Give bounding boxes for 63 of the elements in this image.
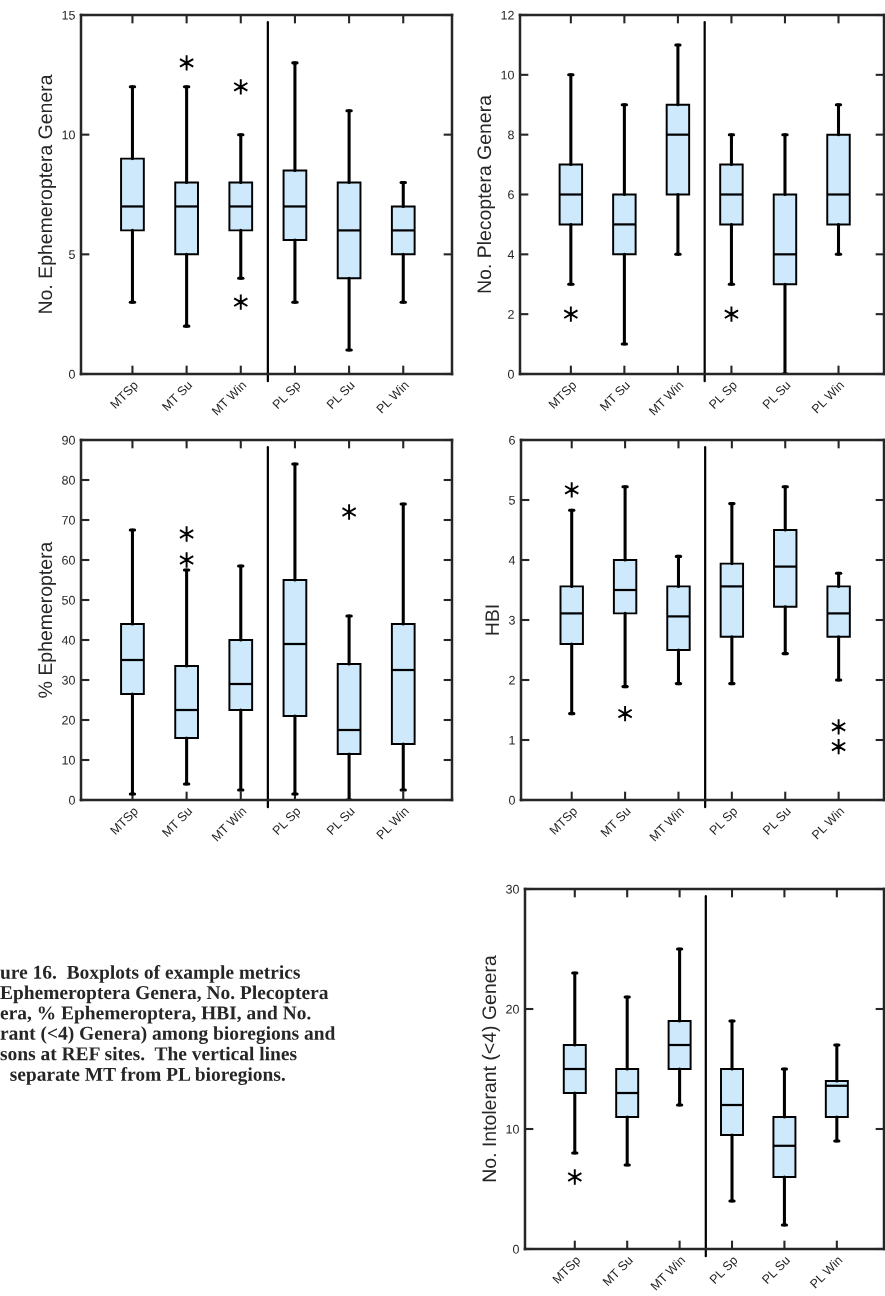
text: ure 16. Boxplots of example metrics Ephemeroptera Genera, No. Plecoptera era, % Ephemeroptera, HBI, and No. rant (<4) Genera) among bioregions and sons at REF sites. The vertical lines separate MT from PL bioregions.	[0, 964, 336, 1085]
x-tick-label: PL Win	[809, 1255, 843, 1289]
x-tick-label: PL Sp	[272, 806, 303, 837]
y-tick-label: 70	[62, 515, 75, 525]
x-tick-label: MT Su	[600, 806, 631, 838]
y-tick-label: 90	[62, 435, 75, 445]
y-tick-label: 2	[509, 675, 515, 685]
y-tick-label: 20	[506, 1004, 519, 1014]
x-tick-label: PL Sp	[709, 1255, 740, 1286]
y-tick-label: 0	[508, 795, 515, 805]
y-tick-label: 0	[68, 795, 75, 805]
y-axis-title: % Ephemeroptera	[37, 541, 56, 698]
x-tick-label: PL Sp	[709, 806, 740, 837]
y-tick-label: 20	[62, 715, 75, 725]
y-tick-label: 60	[62, 555, 75, 565]
x-tick-label: PL Su	[326, 806, 355, 836]
x-tick-label: MT Win	[648, 806, 685, 842]
y-tick-label: 40	[61, 635, 75, 645]
y-tick-label: 4	[507, 250, 515, 259]
y-tick-label: 3	[508, 615, 515, 625]
y-tick-label: 6	[509, 435, 515, 445]
x-tick-label: PL Win	[375, 806, 410, 840]
x-tick-label: MT Win	[211, 806, 247, 842]
x-tick-label: PL Win	[811, 806, 845, 840]
y-tick-label: 50	[62, 595, 75, 605]
y-tick-label: 15	[62, 10, 75, 20]
y-tick-label: 5	[68, 250, 75, 259]
x-tick-label: MT Win	[211, 380, 247, 416]
y-tick-label: 30	[506, 884, 519, 894]
x-tick-label: PL Su	[762, 806, 792, 836]
y-tick-label: 12	[501, 10, 514, 20]
x-tick-label: PL Sp	[708, 380, 740, 411]
x-tick-label: PL Win	[375, 380, 410, 414]
x-tick-label: PL Sp	[272, 380, 303, 411]
y-tick-label: 0	[507, 369, 514, 379]
y-tick-label: 1	[509, 735, 515, 745]
y-axis-title: HBI	[485, 605, 499, 635]
y-tick-label: 5	[508, 495, 515, 505]
y-tick-label: 2	[508, 309, 514, 319]
y-tick-label: 0	[68, 369, 75, 379]
y-tick-label: 10	[62, 130, 75, 140]
x-tick-label: PL Su	[762, 380, 791, 410]
y-tick-label: 4	[508, 555, 516, 565]
x-tick-label: MT Su	[602, 1255, 634, 1287]
x-tick-label: MT Su	[161, 806, 193, 838]
y-tick-label: 10	[501, 70, 514, 80]
y-tick-label: 10	[62, 755, 75, 765]
y-tick-label: 0	[512, 1244, 519, 1254]
x-tick-label: PL Win	[811, 380, 845, 414]
x-tick-label: MT Su	[599, 380, 631, 412]
y-tick-label: 10	[506, 1124, 519, 1134]
x-tick-label: MT Win	[650, 1255, 686, 1291]
y-tick-label: 30	[62, 675, 75, 685]
x-tick-label: MT Su	[161, 380, 193, 412]
x-tick-label: PL Su	[761, 1255, 791, 1285]
x-tick-label: PL Su	[326, 380, 355, 410]
y-tick-label: 8	[508, 130, 514, 140]
y-axis-title: No. Intolerant (<4) Genera	[481, 955, 500, 1182]
y-axis-title: No. Plecoptera Genera	[476, 95, 495, 293]
y-axis-title: No. Ephemeroptera Genera	[37, 74, 56, 313]
y-tick-label: 6	[508, 190, 514, 200]
y-tick-label: 80	[62, 475, 75, 485]
x-tick-label: MT Win	[648, 380, 684, 416]
